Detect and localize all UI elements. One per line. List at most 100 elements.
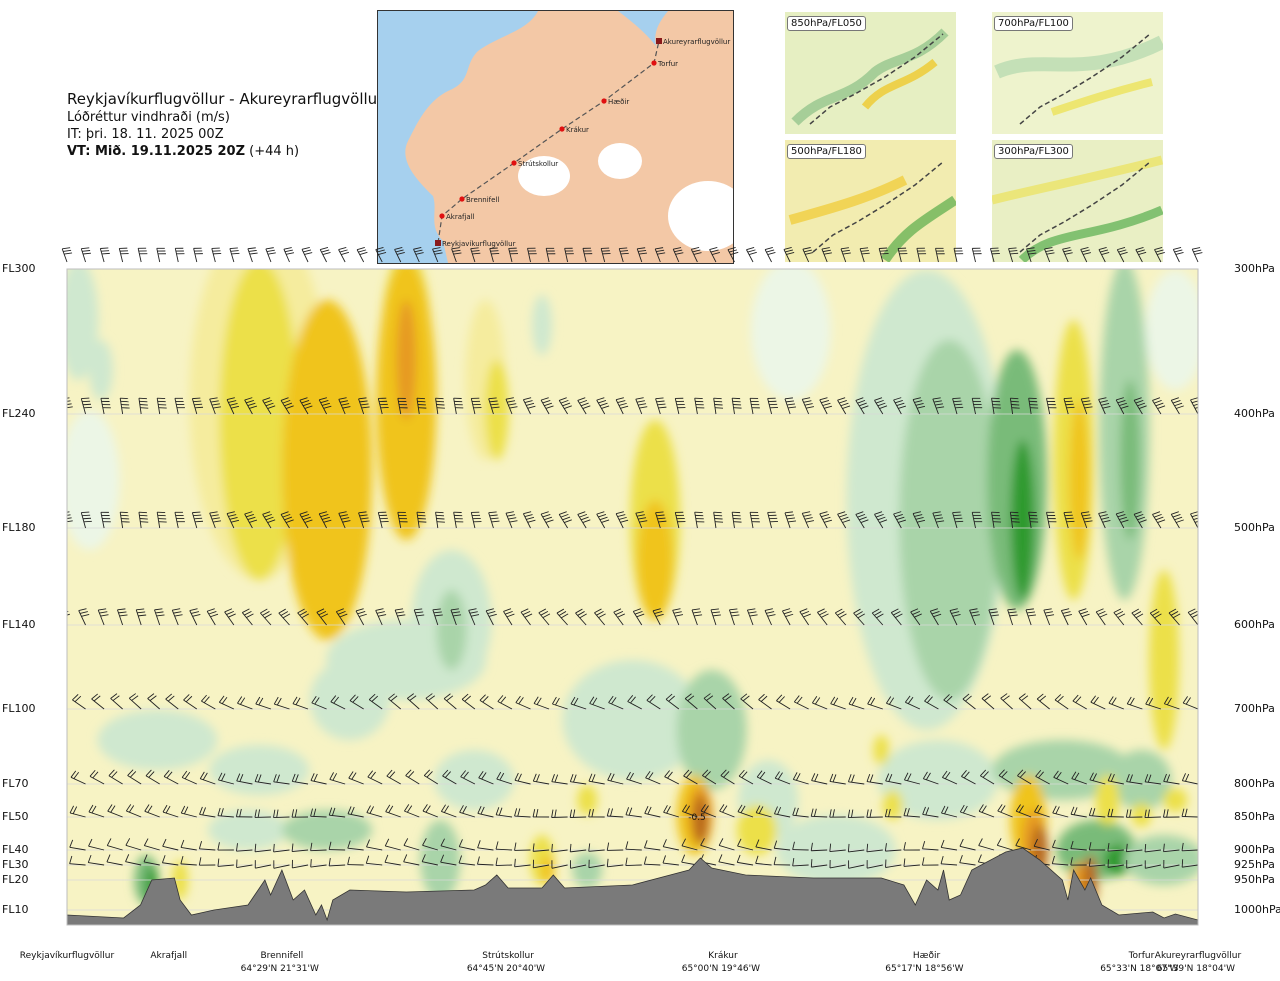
wind-barb-feather <box>390 695 398 702</box>
velocity-region <box>282 810 373 850</box>
wind-barb-staff <box>782 610 791 626</box>
wind-barb-feather <box>291 773 296 782</box>
wind-barb-feather <box>953 514 962 517</box>
wind-barb-staff <box>737 861 754 866</box>
wind-barb-staff <box>1163 781 1180 785</box>
wind-barb-feather <box>148 771 155 778</box>
wind-barb-feather <box>78 608 87 611</box>
y-tick-left: FL20 <box>2 873 29 886</box>
wind-barb-feather <box>758 693 765 700</box>
wind-barb-staff <box>416 512 420 529</box>
wind-barb-feather <box>313 808 317 817</box>
wind-barb-feather <box>951 611 960 614</box>
level-map-band <box>791 28 949 126</box>
wind-barb-feather <box>618 402 627 406</box>
wind-barb-feather <box>488 511 497 514</box>
wind-barb-feather <box>1117 400 1126 404</box>
wind-barbs <box>51 397 1198 869</box>
wind-barb-feather <box>787 520 797 523</box>
wind-barb-staff <box>479 699 494 710</box>
wind-barb-staff <box>848 849 865 853</box>
wind-barb-staff <box>88 845 105 851</box>
wind-barb-feather <box>247 516 256 521</box>
wind-barb-feather <box>1102 405 1111 409</box>
wind-barb-staff <box>189 610 198 626</box>
wind-barb-feather <box>636 514 645 517</box>
wind-barb-feather <box>1194 252 1203 255</box>
wind-barb-feather <box>839 613 847 619</box>
wind-barb-staff <box>397 512 402 529</box>
wind-barb-staff <box>635 512 643 529</box>
wind-barb-feather <box>118 611 127 614</box>
wind-barb-feather <box>453 252 462 255</box>
wind-barb-staff <box>625 814 642 818</box>
wind-barb-staff <box>375 610 383 626</box>
wind-barb-feather <box>51 841 53 849</box>
wind-barb-feather <box>524 613 533 618</box>
waypoint-coord: 65°17'N 18°56'W <box>885 964 964 974</box>
wind-barb-feather <box>52 772 56 779</box>
wind-barb-staff <box>959 845 976 851</box>
wind-barb-feather <box>617 613 625 618</box>
wind-barb-feather <box>888 774 893 782</box>
wind-barb-feather <box>682 804 688 812</box>
wind-barb-staff <box>1126 781 1143 785</box>
wind-barb-feather <box>1129 697 1135 706</box>
wind-barb-feather <box>1070 806 1075 815</box>
wind-barb-staff <box>811 780 828 785</box>
wind-barb-feather <box>694 614 703 617</box>
wind-barb-feather <box>847 843 850 852</box>
wind-barb-feather <box>542 613 551 619</box>
map-sea-west <box>378 11 538 263</box>
wind-barb-feather <box>997 804 1003 812</box>
wind-barb-feather <box>1110 773 1115 782</box>
wind-barb-feather <box>625 857 628 866</box>
wind-barb-feather <box>297 608 305 614</box>
wind-barb-staff <box>740 698 754 710</box>
wind-barb-feather <box>683 769 690 777</box>
wind-barb-feather <box>106 838 112 846</box>
wind-barb-staff <box>1007 609 1014 626</box>
wind-barb-feather <box>458 839 463 847</box>
wind-barb-staff <box>767 398 772 415</box>
wind-barb-staff <box>329 814 346 818</box>
wind-barb-feather <box>628 807 633 816</box>
wind-barb-feather <box>954 517 963 520</box>
wind-barb-staff <box>613 611 624 626</box>
wind-barb-feather <box>729 608 738 611</box>
wind-barb-feather <box>741 771 748 779</box>
wind-barb-feather <box>1138 519 1147 523</box>
wind-barb-staff <box>432 609 439 626</box>
wind-barb-staff <box>117 609 124 626</box>
wind-barb-staff <box>596 399 606 415</box>
y-tick-right: 950hPa <box>1234 873 1275 886</box>
wind-barb-staff <box>853 612 865 626</box>
wind-barb-staff <box>88 862 105 866</box>
wind-barb-staff <box>69 863 86 866</box>
wind-barb-feather <box>1166 697 1172 706</box>
wind-barb-feather <box>1100 249 1109 253</box>
wind-barb-feather <box>1025 608 1034 611</box>
wind-barb-staff <box>570 849 587 853</box>
wind-barb-staff <box>1035 775 1050 785</box>
wind-barb-staff <box>801 513 810 529</box>
wind-barb-feather <box>579 613 587 619</box>
wind-barb-feather <box>569 843 572 852</box>
wind-barb-feather <box>851 697 857 706</box>
wind-barb-feather <box>505 511 514 514</box>
wind-barb-staff <box>1071 778 1087 785</box>
wind-barb-feather <box>544 516 553 521</box>
wind-barb-staff <box>755 846 772 851</box>
wind-barb-staff <box>522 513 531 529</box>
wind-barb-feather <box>239 808 242 817</box>
wind-barb-feather <box>538 608 547 614</box>
wind-barb-staff <box>738 775 754 785</box>
wind-barb-staff <box>125 861 142 866</box>
wind-barb-feather <box>681 838 687 846</box>
wind-barb-staff <box>792 864 809 867</box>
wind-barb-feather <box>347 856 350 865</box>
wind-barb-feather <box>161 855 166 863</box>
wind-barb-feather <box>598 613 606 619</box>
wind-barb-staff <box>1108 780 1124 785</box>
wind-barb-feather <box>162 804 168 813</box>
